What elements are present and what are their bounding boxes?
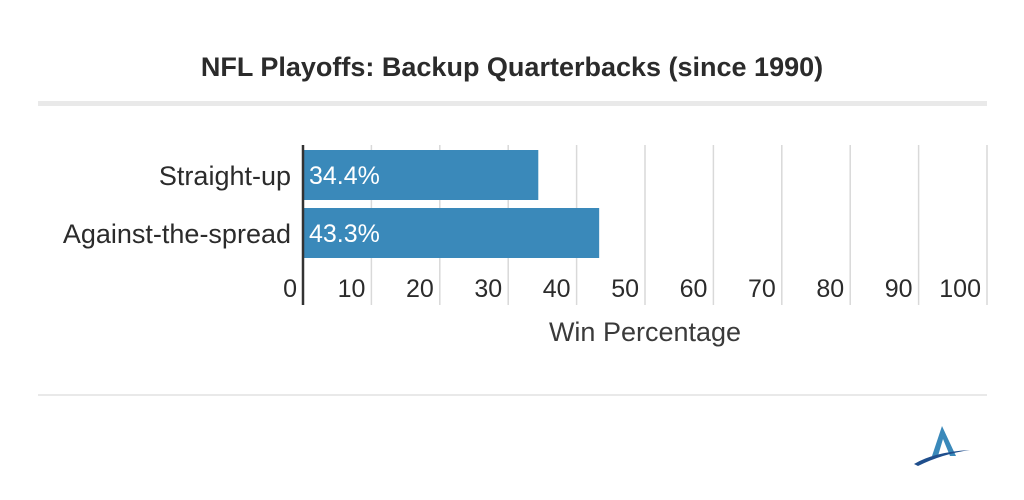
x-tick-label: 30: [474, 275, 502, 303]
x-tick-label: 20: [406, 275, 434, 303]
category-label: Against-the-spread: [63, 219, 291, 249]
bar-0: [303, 150, 539, 200]
category-labels: Straight-up Against-the-spread: [63, 161, 291, 249]
x-axis-title: Win Percentage: [549, 317, 741, 347]
category-label: Straight-up: [159, 161, 291, 191]
x-tick-label: 80: [816, 275, 844, 303]
bars: [303, 150, 600, 258]
x-tick-label: 70: [748, 275, 776, 303]
footer-divider: [38, 394, 987, 396]
x-tick-label: 90: [885, 275, 913, 303]
x-tick-label: 0: [283, 275, 297, 303]
brand-logo-icon: [914, 426, 970, 466]
x-tick-label: 40: [543, 275, 571, 303]
bar-labels: 34.4% 43.3%: [309, 162, 380, 248]
x-tick-labels: 0 10 20 30 40 50 60 70 80 90 100: [283, 275, 981, 303]
bar-value-label: 43.3%: [309, 220, 380, 248]
chart-title: NFL Playoffs: Backup Quarterbacks (since…: [200, 52, 824, 82]
bar-value-label: 34.4%: [309, 162, 380, 190]
x-tick-label: 60: [680, 275, 708, 303]
bar-1: [303, 208, 600, 258]
title-divider: [38, 101, 987, 106]
x-tick-label: 100: [939, 275, 981, 303]
x-tick-label: 10: [338, 275, 366, 303]
x-tick-label: 50: [611, 275, 639, 303]
